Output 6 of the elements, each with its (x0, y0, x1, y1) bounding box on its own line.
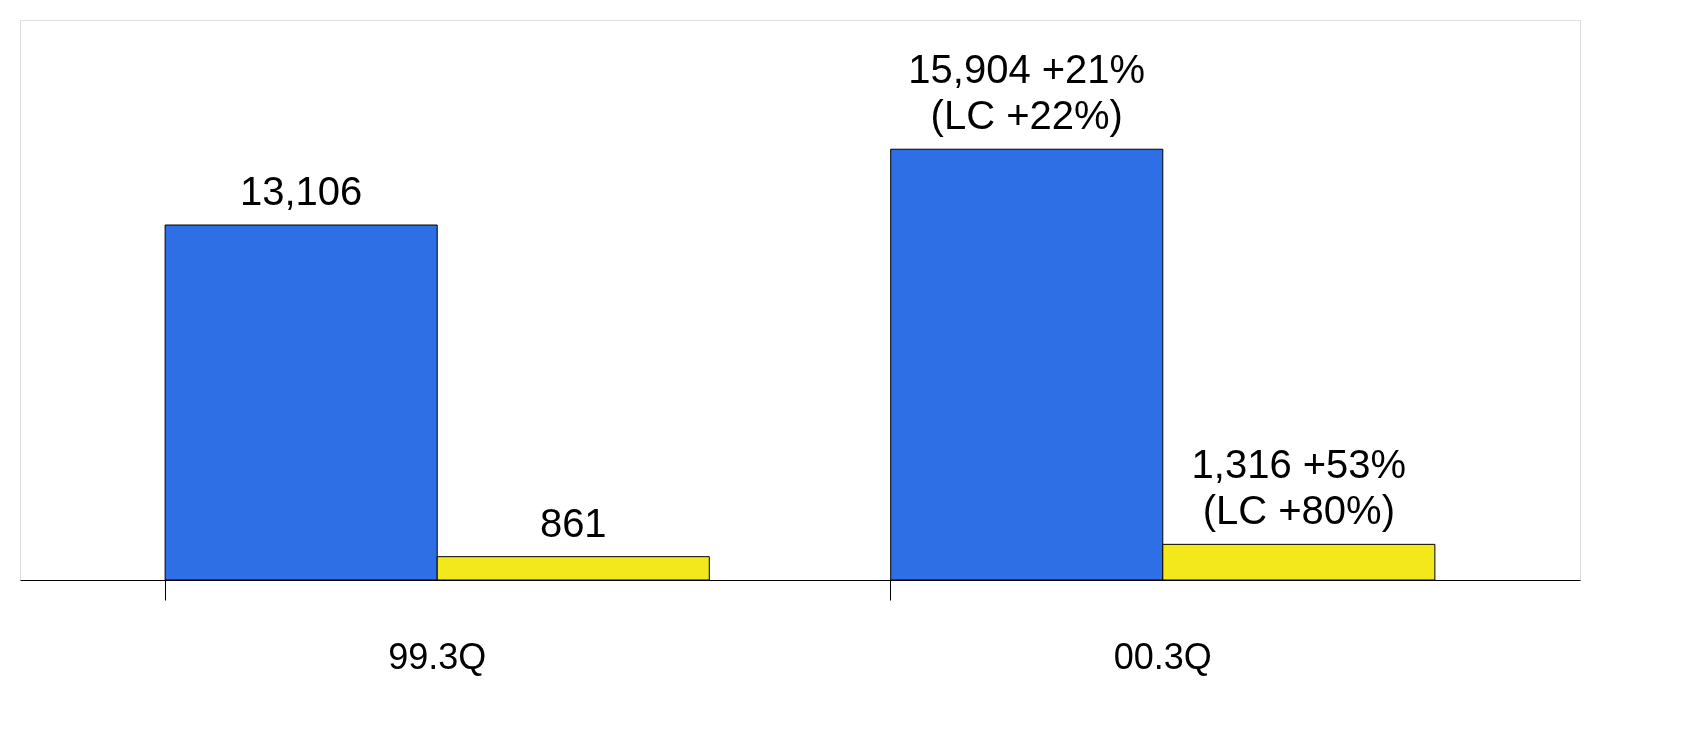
data-label: 1,316 +53% (LC +80%) (1191, 442, 1407, 533)
data-label: 15,904 +21% (LC +22%) (908, 47, 1146, 138)
x-tick-label: 00.3Q (1113, 635, 1212, 677)
x-tick-label: 99.3Q (388, 635, 487, 677)
data-label: 13,106 (239, 169, 363, 214)
data-label: 861 (539, 500, 607, 545)
